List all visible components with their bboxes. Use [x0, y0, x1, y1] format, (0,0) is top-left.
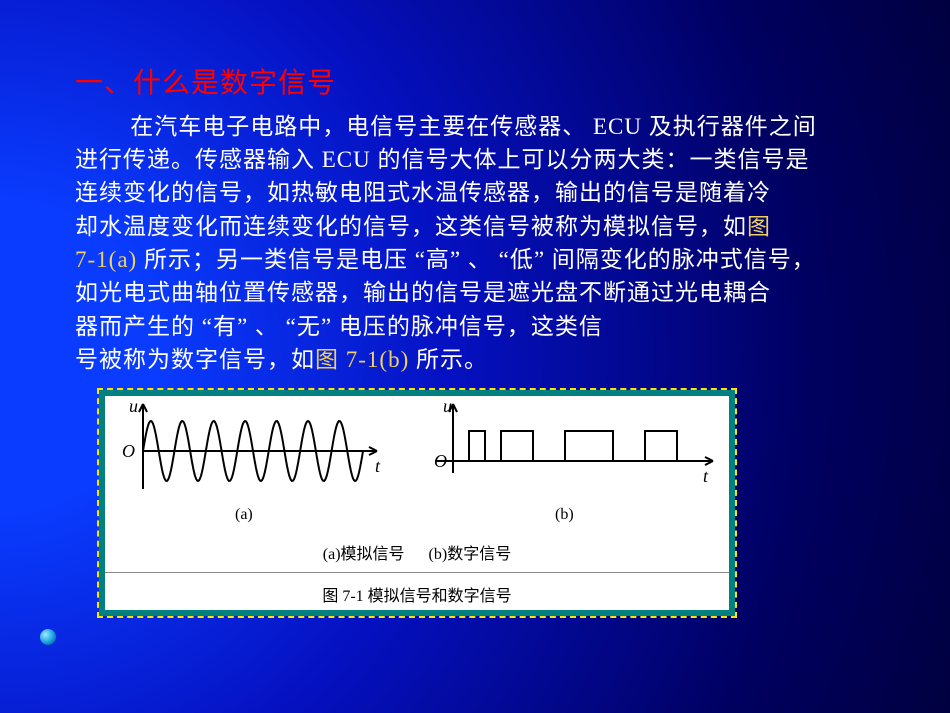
body-line-7: 器而产生的 “有” 、 “无” 电压的脉冲信号，这类信	[75, 310, 895, 343]
section-heading: 一、什么是数字信号	[75, 63, 895, 104]
body-line-1: 在汽车电子电路中，电信号主要在传感器、 ECU 及执行器件之间	[75, 110, 895, 143]
figure-frame: u O t (a) u O t (b) (a)模拟信号 (b)数字信号	[97, 388, 737, 618]
body-text-8b: 所示。	[409, 347, 488, 372]
figure-legend: (a)模拟信号 (b)数字信号	[105, 540, 729, 564]
figure-body: u O t (a) u O t (b) (a)模拟信号 (b)数字信号	[105, 396, 729, 610]
body-line-4: 却水温度变化而连续变化的信号，这类信号被称为模拟信号，如图	[75, 210, 895, 243]
body-text-4a: 却水温度变化而连续变化的信号，这类信号被称为模拟信号，如	[75, 214, 747, 239]
figure-inner-frame: u O t (a) u O t (b) (a)模拟信号 (b)数字信号	[99, 390, 735, 616]
content-block: 一、什么是数字信号 在汽车电子电路中，电信号主要在传感器、 ECU 及执行器件之…	[75, 63, 895, 376]
body-text-8a: 号被称为数字信号，如	[75, 347, 315, 372]
figure-ref-1b: 7-1(a)	[75, 247, 137, 272]
panel-a-svg	[111, 396, 391, 506]
panel-a-label: (a)	[235, 506, 253, 524]
body-line-2: 进行传递。传感器输入 ECU 的信号大体上可以分两大类：一类信号是	[75, 143, 895, 176]
panel-b-label: (b)	[555, 506, 574, 524]
figure-caption: 图 7-1 模拟信号和数字信号	[105, 582, 729, 606]
body-text-1: 在汽车电子电路中，电信号主要在传感器、 ECU 及执行器件之间	[75, 110, 817, 143]
legend-b: (b)数字信号	[429, 546, 512, 563]
body-line-3: 连续变化的信号，如热敏电阻式水温传感器，输出的信号是随着冷	[75, 176, 895, 209]
panel-b-x-label: t	[703, 466, 708, 487]
panel-a-origin: O	[122, 441, 135, 462]
figure-ref-1: 图	[747, 214, 771, 239]
panel-b-y-label: u	[443, 396, 452, 417]
body-text-2a: 进行传递。传感器输入 ECU 的信号大体上可以分两大类：一类信号是	[75, 147, 810, 172]
slide: 一、什么是数字信号 在汽车电子电路中，电信号主要在传感器、 ECU 及执行器件之…	[0, 0, 950, 713]
panel-a-x-label: t	[375, 456, 380, 477]
body-line-5: 7-1(a) 所示；另一类信号是电压 “高” 、 “低” 间隔变化的脉冲式信号，	[75, 243, 895, 276]
figure-ref-2: 图 7-1(b)	[315, 347, 409, 372]
legend-a: (a)模拟信号	[323, 546, 405, 563]
body-text-7: 器而产生的 “有” 、 “无” 电压的脉冲信号，这类信	[75, 314, 603, 339]
body-line-6: 如光电式曲轴位置传感器，输出的信号是遮光盘不断通过光电耦合	[75, 276, 895, 309]
panel-a-y-label: u	[129, 396, 138, 417]
body-text-5a: 所示；另一类信号是电压 “高” 、 “低” 间隔变化的脉冲式信号，	[137, 247, 816, 272]
slide-bullet-icon	[40, 629, 56, 645]
panel-b-svg	[425, 396, 725, 506]
body-line-8: 号被称为数字信号，如图 7-1(b) 所示。	[75, 343, 895, 376]
panel-b-origin: O	[434, 451, 447, 472]
figure-divider	[105, 572, 729, 573]
